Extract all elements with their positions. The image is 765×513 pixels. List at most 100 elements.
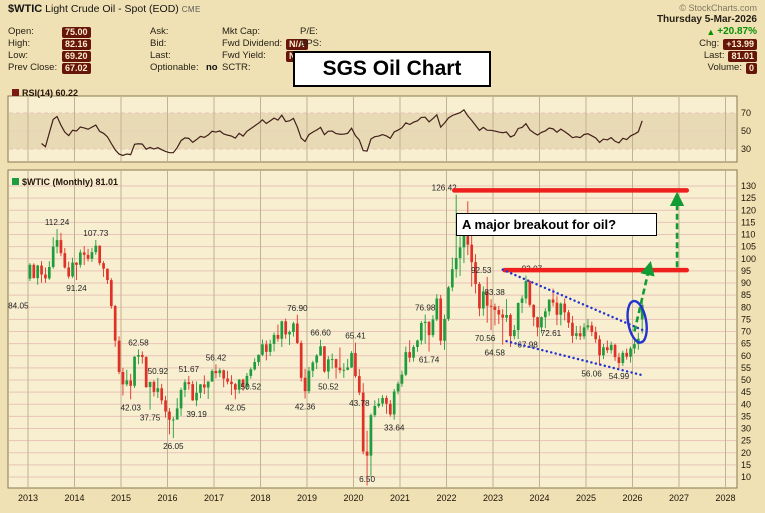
svg-text:67.98: 67.98 [517,340,538,349]
svg-text:120: 120 [741,205,756,215]
svg-text:2019: 2019 [297,493,317,503]
chart-title-line: $WTIC Light Crude Oil - Spot (EOD) CME [8,3,201,15]
svg-text:62.58: 62.58 [128,338,149,347]
rsi-legend-label: RSI(14) 60.22 [22,88,78,98]
svg-text:2013: 2013 [18,493,38,503]
svg-text:85: 85 [741,290,751,300]
rsi-panel [7,95,738,163]
svg-text:70: 70 [741,327,751,337]
svg-text:80: 80 [741,302,751,312]
svg-text:90: 90 [741,278,751,288]
svg-text:2028: 2028 [715,493,735,503]
field-pe: P/E: [300,26,318,37]
falling-channel-trendline-1 [501,268,648,333]
svg-text:30: 30 [741,144,751,154]
svg-text:2020: 2020 [343,493,363,503]
last-value: 81.01 [728,50,757,62]
svg-text:65.41: 65.41 [345,332,366,341]
quote-col-bidask: Ask: Bid: Last: Optionable: no [150,26,218,74]
field-volume: Volume: 0 [647,62,757,74]
svg-text:2017: 2017 [204,493,224,503]
price-legend-swatch [12,178,19,185]
copyright: © StockCharts.com [679,3,757,13]
svg-text:2024: 2024 [529,493,549,503]
highlight-ellipse [626,299,648,344]
price-axis-labels: 130 125 120 115 110 105 100 95 90 85 80 75 70 65 60 55 5… [741,181,756,482]
candlesticks [28,194,644,486]
svg-text:20: 20 [741,448,751,458]
svg-text:72.61: 72.61 [541,329,562,338]
svg-text:61.74: 61.74 [419,356,440,365]
svg-text:126.42: 126.42 [432,184,457,193]
quote-col-ohlc: Open: 75.00 High: 82.16 Low: 69.20 Prev Clo… [8,26,91,74]
svg-text:42.03: 42.03 [120,403,141,412]
svg-text:2022: 2022 [436,493,456,503]
field-low: Low: 69.20 [8,50,91,62]
svg-text:83.38: 83.38 [484,288,505,297]
svg-text:42.05: 42.05 [225,403,246,412]
fwd-dividend-value: N/A [286,38,308,50]
svg-text:66.60: 66.60 [310,329,331,338]
svg-text:91.24: 91.24 [66,284,87,293]
svg-text:55: 55 [741,363,751,373]
svg-text:92.53: 92.53 [471,266,492,275]
field-bid: Bid: [150,38,167,49]
pivot-price-labels: 84.05 112.24 91.24 107.73 62.58 42.03 37.75 50.… [8,184,630,484]
exchange-label: CME [181,5,201,14]
svg-text:112.24: 112.24 [45,218,70,227]
svg-text:30: 30 [741,424,751,434]
svg-text:105: 105 [741,242,756,252]
field-high: High: 82.16 [8,38,91,50]
svg-text:2018: 2018 [250,493,270,503]
breakout-arrow-1 [633,261,655,332]
svg-text:26.05: 26.05 [163,442,184,451]
svg-text:43.78: 43.78 [349,399,370,408]
svg-text:45: 45 [741,387,751,397]
svg-text:50.52: 50.52 [318,383,339,392]
rsi-line [41,109,643,157]
rsi-axis-labels: 70 50 30 [741,108,751,154]
prev-close-value: 67.02 [62,62,91,74]
svg-text:56.42: 56.42 [206,353,227,362]
field-eps: EPS: [300,38,322,49]
svg-text:2021: 2021 [390,493,410,503]
svg-text:2014: 2014 [64,493,84,503]
svg-text:35: 35 [741,411,751,421]
svg-text:110: 110 [741,230,755,240]
quote-col-change: ▲ +20.87% Chg: +13.99 Last: 81.01 Volume: 0 [647,26,757,74]
svg-text:2025: 2025 [576,493,596,503]
field-optionable: Optionable: no [150,62,218,73]
chart-date: Thursday 5-Mar-2026 [656,14,757,25]
pct-change-value: +20.87% [717,26,757,37]
svg-text:75: 75 [741,314,751,324]
high-value: 82.16 [62,38,91,50]
field-fwd-dividend: Fwd Dividend: N/A [222,38,308,50]
field-ask: Ask: [150,26,169,37]
field-sctr: SCTR: [222,62,251,73]
svg-text:130: 130 [741,181,756,191]
rsi-legend-swatch [12,89,19,96]
svg-text:100: 100 [741,254,756,264]
optionable-value: no [206,62,218,73]
svg-text:25: 25 [741,436,751,446]
svg-text:50.92: 50.92 [148,367,169,376]
svg-text:40: 40 [741,399,751,409]
svg-text:2023: 2023 [483,493,503,503]
sgs-title-overlay: SGS Oil Chart [293,51,491,87]
field-last: Last: 81.01 [647,50,757,62]
svg-text:125: 125 [741,193,756,203]
open-value: 75.00 [62,26,91,38]
field-last-mid: Last: [150,50,171,61]
annotations [452,188,689,377]
symbol-ticker: $WTIC [8,3,43,15]
svg-text:10: 10 [741,472,751,482]
svg-text:65: 65 [741,339,751,349]
field-open: Open: 75.00 [8,26,91,38]
low-value: 69.20 [62,50,91,62]
field-chg: Chg: +13.99 [647,38,757,50]
svg-text:42.36: 42.36 [295,403,316,412]
svg-text:84.05: 84.05 [8,301,29,310]
svg-text:76.90: 76.90 [287,304,308,313]
svg-text:54.99: 54.99 [609,372,630,381]
